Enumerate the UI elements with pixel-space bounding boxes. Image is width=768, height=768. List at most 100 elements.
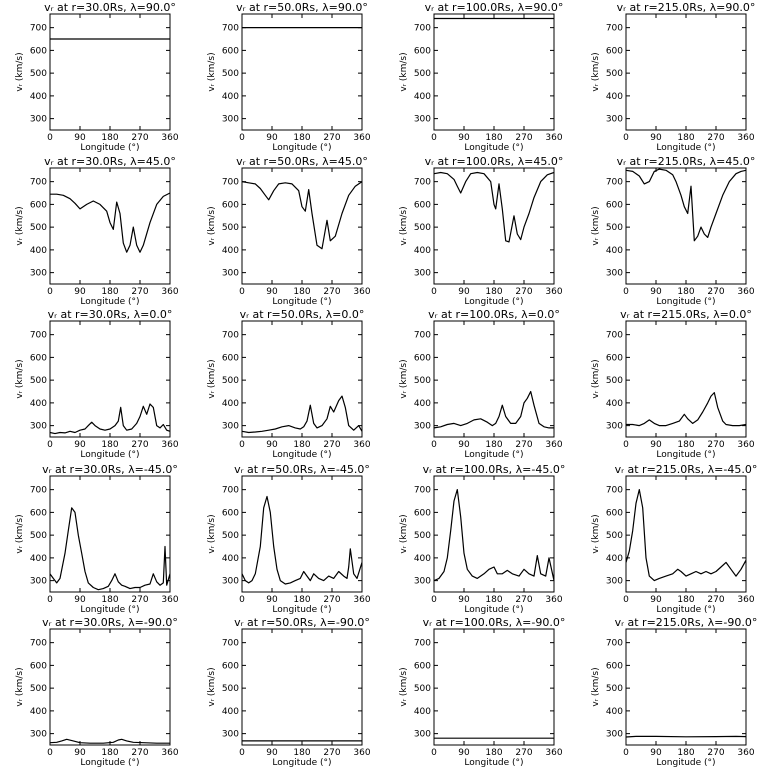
y-tick-label: 400 bbox=[414, 92, 431, 102]
x-tick-label: 90 bbox=[458, 595, 470, 605]
x-axis-label: Longitude (°) bbox=[272, 297, 331, 307]
x-tick-label: 90 bbox=[458, 440, 470, 450]
x-tick-label: 90 bbox=[74, 287, 86, 297]
x-tick-label: 0 bbox=[47, 440, 53, 450]
y-tick-label: 500 bbox=[30, 376, 47, 386]
y-tick-label: 700 bbox=[222, 486, 239, 496]
panel-2: vᵣ at r=50.0Rs, λ=90.0° 0 90 180 270 360 300 40… bbox=[207, 1, 371, 153]
y-tick-label: 600 bbox=[606, 508, 623, 518]
x-tick-label: 180 bbox=[485, 287, 502, 297]
y-tick-label: 400 bbox=[30, 554, 47, 564]
plot-frame bbox=[433, 628, 555, 746]
x-axis-label: Longitude (°) bbox=[80, 605, 139, 615]
x-tick-label: 90 bbox=[458, 287, 470, 297]
y-tick-label: 700 bbox=[606, 486, 623, 496]
y-tick-label: 600 bbox=[222, 661, 239, 671]
y-tick-label: 500 bbox=[222, 684, 239, 694]
x-tick-label: 0 bbox=[239, 748, 245, 758]
x-tick-label: 0 bbox=[239, 287, 245, 297]
panel-title: vᵣ at r=30.0Rs, λ=0.0° bbox=[48, 308, 173, 321]
x-tick-label: 90 bbox=[650, 440, 662, 450]
y-axis-label: vᵣ (km/s) bbox=[15, 52, 25, 91]
series-line bbox=[434, 390, 554, 429]
y-tick-label: 600 bbox=[222, 200, 239, 210]
plot-frame bbox=[241, 628, 363, 746]
panel-18: vᵣ at r=50.0Rs, λ=-90.0° 0 90 180 270 360 300 4… bbox=[207, 616, 371, 768]
y-tick-label: 400 bbox=[606, 92, 623, 102]
y-tick-label: 700 bbox=[30, 331, 47, 341]
plot-frame bbox=[433, 320, 555, 438]
y-tick-label: 400 bbox=[30, 246, 47, 256]
x-tick-label: 360 bbox=[545, 595, 562, 605]
x-tick-label: 180 bbox=[293, 287, 310, 297]
x-tick-label: 360 bbox=[737, 287, 754, 297]
x-tick-label: 90 bbox=[74, 595, 86, 605]
x-tick-label: 90 bbox=[650, 748, 662, 758]
y-tick-label: 700 bbox=[414, 486, 431, 496]
plot-frame bbox=[241, 167, 363, 285]
y-tick-label: 500 bbox=[414, 69, 431, 79]
y-tick-label: 600 bbox=[606, 46, 623, 56]
y-tick-label: 600 bbox=[222, 46, 239, 56]
x-tick-label: 0 bbox=[47, 287, 53, 297]
y-tick-label: 400 bbox=[222, 707, 239, 717]
plot-frame bbox=[241, 320, 363, 438]
y-tick-label: 300 bbox=[222, 422, 239, 432]
x-axis-label: Longitude (°) bbox=[656, 297, 715, 307]
x-axis-label: Longitude (°) bbox=[464, 450, 523, 460]
panel-title: vᵣ at r=50.0Rs, λ=0.0° bbox=[240, 308, 365, 321]
x-tick-label: 360 bbox=[737, 133, 754, 143]
x-tick-label: 90 bbox=[266, 287, 278, 297]
panel-title: vᵣ at r=100.0Rs, λ=0.0° bbox=[428, 308, 560, 321]
plot-frame bbox=[49, 13, 171, 131]
y-tick-label: 500 bbox=[414, 376, 431, 386]
panel-15: vᵣ at r=100.0Rs, λ=-45.0° 0 90 180 270 360 300… bbox=[399, 463, 565, 615]
plot-frame bbox=[625, 628, 747, 746]
y-axis-label: vᵣ (km/s) bbox=[207, 667, 217, 706]
x-axis-label: Longitude (°) bbox=[656, 143, 715, 153]
y-tick-label: 300 bbox=[30, 115, 47, 125]
x-tick-label: 360 bbox=[737, 440, 754, 450]
x-tick-label: 0 bbox=[623, 595, 629, 605]
x-tick-label: 360 bbox=[545, 748, 562, 758]
x-axis-label: Longitude (°) bbox=[656, 450, 715, 460]
y-tick-label: 600 bbox=[414, 200, 431, 210]
panel-title: vᵣ at r=50.0Rs, λ=90.0° bbox=[236, 1, 368, 14]
x-tick-label: 270 bbox=[323, 287, 340, 297]
x-tick-label: 0 bbox=[47, 595, 53, 605]
x-tick-label: 0 bbox=[431, 287, 437, 297]
series-line bbox=[626, 392, 746, 427]
y-tick-label: 600 bbox=[30, 46, 47, 56]
y-tick-label: 500 bbox=[606, 69, 623, 79]
y-tick-label: 700 bbox=[30, 486, 47, 496]
y-tick-label: 400 bbox=[222, 246, 239, 256]
y-tick-label: 500 bbox=[30, 69, 47, 79]
x-tick-label: 270 bbox=[131, 133, 148, 143]
panel-title: vᵣ at r=215.0Rs, λ=-90.0° bbox=[615, 616, 758, 629]
y-tick-label: 600 bbox=[606, 353, 623, 363]
x-tick-label: 180 bbox=[293, 440, 310, 450]
plot-frame bbox=[241, 13, 363, 131]
y-axis-label: vᵣ (km/s) bbox=[591, 359, 601, 398]
panel-12: vᵣ at r=215.0Rs, λ=0.0° 0 90 180 270 360 300 40… bbox=[591, 308, 755, 460]
y-axis-label: vᵣ (km/s) bbox=[15, 667, 25, 706]
x-tick-label: 90 bbox=[266, 595, 278, 605]
x-tick-label: 180 bbox=[101, 287, 118, 297]
x-axis-label: Longitude (°) bbox=[80, 450, 139, 460]
y-tick-label: 500 bbox=[222, 223, 239, 233]
x-tick-label: 180 bbox=[485, 440, 502, 450]
x-tick-label: 180 bbox=[677, 440, 694, 450]
x-tick-label: 180 bbox=[677, 133, 694, 143]
panel-19: vᵣ at r=100.0Rs, λ=-90.0° 0 90 180 270 360 300… bbox=[399, 616, 565, 768]
panel-6: vᵣ at r=50.0Rs, λ=45.0° 0 90 180 270 360 300 40… bbox=[207, 155, 371, 307]
y-tick-label: 600 bbox=[30, 508, 47, 518]
panel-10: vᵣ at r=50.0Rs, λ=0.0° 0 90 180 270 360 300 400… bbox=[207, 308, 371, 460]
x-axis-label: Longitude (°) bbox=[464, 143, 523, 153]
panel-8: vᵣ at r=215.0Rs, λ=45.0° 0 90 180 270 360 300 4… bbox=[591, 155, 755, 307]
x-tick-label: 180 bbox=[293, 133, 310, 143]
x-tick-label: 90 bbox=[74, 440, 86, 450]
y-tick-label: 300 bbox=[222, 730, 239, 740]
series-line bbox=[50, 507, 170, 591]
x-tick-label: 270 bbox=[515, 133, 532, 143]
x-tick-label: 0 bbox=[623, 133, 629, 143]
